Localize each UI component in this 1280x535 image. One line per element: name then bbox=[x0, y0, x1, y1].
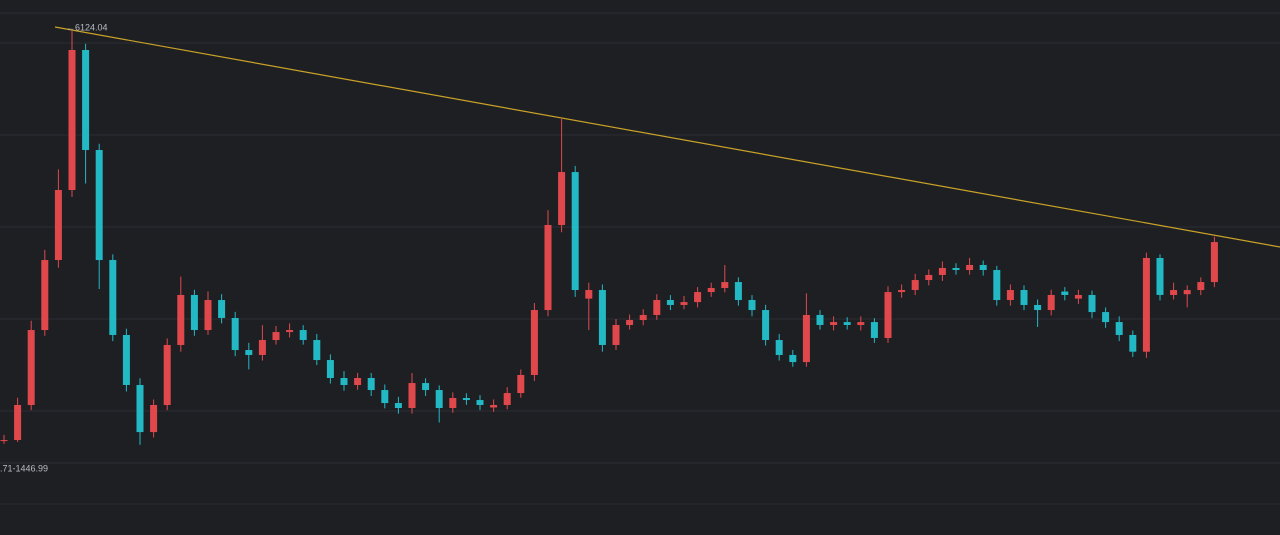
candle-body bbox=[830, 322, 838, 325]
candle-body bbox=[762, 310, 770, 341]
candles bbox=[0, 30, 1218, 445]
candle-body bbox=[857, 322, 865, 325]
candle-body bbox=[163, 344, 171, 405]
candle-body bbox=[1102, 312, 1110, 323]
candle-body bbox=[966, 264, 974, 271]
candle-body bbox=[639, 314, 647, 321]
high-label: ←6124.04 bbox=[66, 22, 108, 32]
candle-body bbox=[843, 322, 851, 325]
candle-body bbox=[462, 397, 470, 401]
candle-body bbox=[313, 340, 321, 361]
candle-body bbox=[884, 292, 892, 338]
candle-body bbox=[231, 317, 239, 351]
candle-body bbox=[41, 260, 49, 331]
candle-body bbox=[1047, 294, 1055, 311]
candle-body bbox=[286, 330, 294, 333]
candle-body bbox=[367, 377, 375, 391]
candle-body bbox=[748, 300, 756, 311]
candle-body bbox=[95, 150, 103, 261]
candle-body bbox=[326, 360, 334, 378]
candle-body bbox=[1129, 334, 1137, 352]
candle-body bbox=[1061, 291, 1069, 295]
candle-body bbox=[544, 224, 552, 311]
candle-body bbox=[911, 280, 919, 291]
candle-body bbox=[503, 393, 511, 405]
candle-body bbox=[517, 374, 525, 394]
candle-body bbox=[340, 377, 348, 385]
candle-body bbox=[122, 334, 130, 385]
trend-line bbox=[54, 26, 1280, 248]
candle-body bbox=[109, 260, 117, 335]
candle-body bbox=[585, 290, 593, 299]
candle-body bbox=[272, 332, 280, 341]
candle-body bbox=[54, 190, 62, 261]
candle-body bbox=[422, 383, 430, 391]
candle-body bbox=[449, 397, 457, 408]
candle-body bbox=[721, 282, 729, 288]
candle-body bbox=[27, 330, 35, 405]
candle-body bbox=[1088, 294, 1096, 313]
candle-body bbox=[775, 340, 783, 355]
candle-body bbox=[381, 390, 389, 404]
candle-body bbox=[394, 403, 402, 408]
candle-body bbox=[694, 292, 702, 303]
candle-body bbox=[1034, 304, 1042, 311]
candle-body bbox=[952, 267, 960, 271]
candle-body bbox=[789, 354, 797, 363]
candle-body bbox=[82, 50, 90, 151]
candle-body bbox=[734, 282, 742, 301]
candle-body bbox=[993, 270, 1001, 301]
candle-body bbox=[666, 300, 674, 305]
candle-body bbox=[612, 324, 620, 345]
candle-body bbox=[898, 290, 906, 293]
candle-body bbox=[1183, 290, 1191, 295]
candle-body bbox=[979, 264, 987, 271]
candle-body bbox=[598, 290, 606, 345]
candle-body bbox=[299, 330, 307, 341]
candle-body bbox=[653, 300, 661, 315]
candle-body bbox=[680, 302, 688, 305]
candle-body bbox=[1197, 282, 1205, 291]
candle-body bbox=[354, 377, 362, 385]
candle-body bbox=[1020, 290, 1028, 305]
candle-body bbox=[1115, 322, 1123, 335]
candle-body bbox=[218, 300, 226, 318]
candle-body bbox=[1074, 294, 1082, 299]
candle-body bbox=[1006, 290, 1014, 301]
candle-body bbox=[490, 404, 498, 408]
candle-body bbox=[150, 404, 158, 433]
candle-body bbox=[258, 340, 266, 355]
candle-body bbox=[925, 274, 933, 281]
candle-body bbox=[476, 400, 484, 405]
candle-body bbox=[626, 320, 634, 325]
candle-body bbox=[816, 314, 824, 325]
candle-body bbox=[571, 172, 579, 291]
candle-body bbox=[177, 294, 185, 345]
candle-body bbox=[408, 383, 416, 408]
candle-body bbox=[190, 294, 198, 331]
candle-body bbox=[14, 404, 22, 441]
candle-body bbox=[558, 172, 566, 225]
candle-body bbox=[245, 350, 253, 355]
candle-body bbox=[707, 287, 715, 293]
candle-body bbox=[1210, 242, 1218, 283]
candle-body bbox=[0, 440, 8, 442]
candle-body bbox=[870, 322, 878, 338]
candle-body bbox=[204, 300, 212, 331]
candle-body bbox=[1170, 290, 1178, 295]
candle-body bbox=[136, 384, 144, 433]
candle-body bbox=[802, 314, 810, 363]
range-label: .71-1446.99 bbox=[0, 463, 48, 473]
candle-body bbox=[530, 310, 538, 375]
candle-body bbox=[435, 390, 443, 408]
candle-body bbox=[1156, 257, 1164, 295]
candle-body bbox=[938, 267, 946, 275]
candle-body bbox=[68, 50, 76, 191]
candle-body bbox=[1142, 257, 1150, 352]
